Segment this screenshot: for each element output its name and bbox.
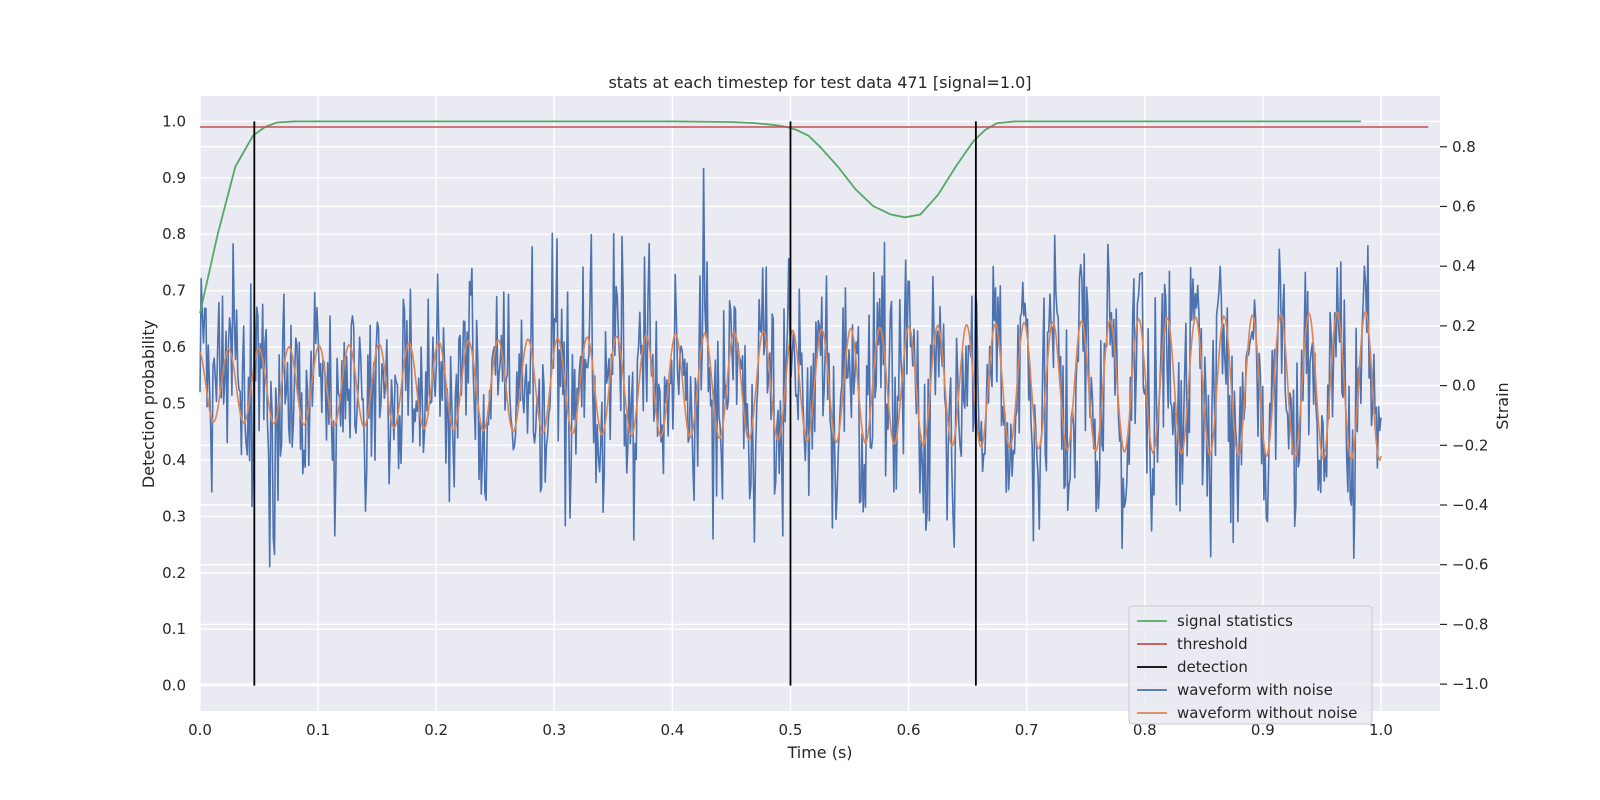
y-tick-label-left: 0.5 xyxy=(162,395,186,413)
legend-label: waveform without noise xyxy=(1177,704,1357,722)
x-axis-title: Time (s) xyxy=(786,743,852,762)
y-tick-label-left: 0.4 xyxy=(162,451,186,469)
legend-label: waveform with noise xyxy=(1177,681,1333,699)
y-tick-label-right: −0.6 xyxy=(1452,556,1488,574)
x-tick-label: 0.2 xyxy=(424,721,448,739)
y-tick-label-right: 0.8 xyxy=(1452,138,1476,156)
y-tick-label-left: 0.6 xyxy=(162,338,186,356)
x-tick-label: 0.6 xyxy=(897,721,921,739)
y-tick-label-right: −0.2 xyxy=(1452,436,1488,454)
y-tick-label-left: 0.3 xyxy=(162,507,186,525)
legend-box xyxy=(1128,605,1373,725)
y-axis-title-left: Detection probability xyxy=(139,320,158,488)
y-tick-label-left: 0.9 xyxy=(162,169,186,187)
y-tick-label-left: 0.1 xyxy=(162,620,186,638)
x-tick-label: 0.5 xyxy=(779,721,803,739)
y-tick-label-right: −1.0 xyxy=(1452,675,1488,693)
legend-label: detection xyxy=(1177,658,1248,676)
x-tick-label: 0.8 xyxy=(1133,721,1157,739)
y-tick-label-right: −0.4 xyxy=(1452,496,1488,514)
ticks-layer: 0.0 0.1 0.2 0.3 0.4 0.5 0.6 0.7 0.8 0.9 1.0 0.0 0.1 0… xyxy=(162,112,1488,739)
legend-label: threshold xyxy=(1177,635,1248,653)
x-tick-label: 0.0 xyxy=(188,721,212,739)
y-tick-label-right: 0.0 xyxy=(1452,377,1476,395)
y-tick-label-left: 0.2 xyxy=(162,564,186,582)
y-tick-label-right: 0.6 xyxy=(1452,197,1476,215)
y-tick-label-right: 0.4 xyxy=(1452,257,1476,275)
x-tick-label: 0.9 xyxy=(1251,721,1275,739)
legend-label: signal statistics xyxy=(1177,612,1293,630)
series-layer xyxy=(199,120,1429,686)
x-tick-label: 0.3 xyxy=(542,721,566,739)
y-axis-title-right: Strain xyxy=(1493,382,1512,429)
y-tick-label-right: −0.8 xyxy=(1452,615,1488,633)
x-tick-label: 0.7 xyxy=(1015,721,1039,739)
legend: signal statistics threshold detection wavef… xyxy=(1128,605,1373,725)
chart-title: stats at each timestep for test data 471… xyxy=(608,73,1031,92)
x-tick-label: 1.0 xyxy=(1369,721,1393,739)
y-tick-label-left: 1.0 xyxy=(162,112,186,130)
y-tick-label-right: 0.2 xyxy=(1452,317,1476,335)
x-tick-label: 0.4 xyxy=(660,721,684,739)
y-tick-label-left: 0.8 xyxy=(162,225,186,243)
y-tick-label-left: 0.0 xyxy=(162,677,186,695)
x-tick-label: 0.1 xyxy=(306,721,330,739)
y-tick-label-left: 0.7 xyxy=(162,282,186,300)
